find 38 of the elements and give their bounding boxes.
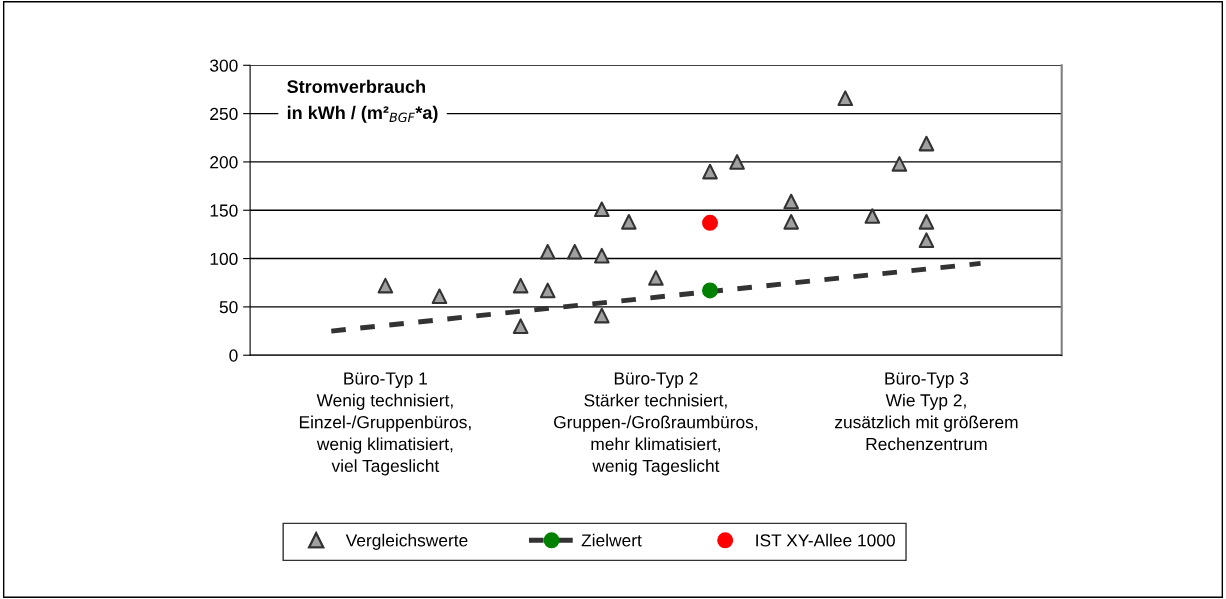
point — [918, 214, 935, 230]
point — [512, 318, 529, 335]
point — [377, 277, 394, 294]
legend-label: Vergleichswerte — [345, 533, 468, 550]
y-axis-title: Stromverbrauch in kWh / (m²$_{BGF}$*a) — [287, 79, 438, 123]
y-tick-label: 50 — [219, 301, 238, 314]
point — [783, 193, 799, 210]
point — [593, 201, 610, 218]
point — [702, 282, 718, 299]
point — [539, 244, 556, 260]
y-tick-label: 300 — [210, 59, 238, 72]
point — [566, 244, 583, 260]
point — [918, 135, 935, 152]
y-tick-label: 150 — [210, 204, 238, 217]
legend-label: Zielwert — [581, 533, 642, 547]
point — [864, 208, 881, 224]
point — [891, 156, 908, 172]
y-tick-label: 200 — [210, 156, 238, 169]
y-tick-label: 0 — [229, 349, 238, 362]
x-tick-label: Büro-Typ 1 Wenig technisiert, Einzel-/Gruppenbüros, wenig klimatisiert, viel Tageslicht — [299, 372, 471, 476]
point — [837, 90, 854, 106]
point — [783, 214, 799, 230]
point — [729, 154, 745, 170]
x-tick-label: Büro-Typ 2 Stärker technisiert, Gruppen-/Großraumbüros, mehr klimatisiert, wenig Tageslicht — [554, 372, 758, 476]
point — [702, 163, 718, 180]
x-tick-label: Büro-Typ 3 Wie Typ 2, zusätzlich mit größerem Rechenzentrum — [835, 372, 1018, 451]
point — [593, 307, 610, 324]
y-tick-label: 250 — [210, 107, 238, 121]
point — [621, 214, 637, 230]
point — [512, 277, 529, 294]
y-tick-label: 100 — [210, 252, 238, 266]
point — [702, 214, 718, 231]
point — [539, 282, 556, 299]
point — [648, 270, 664, 286]
point — [918, 232, 935, 249]
point — [593, 247, 610, 264]
legend-label: IST XY-Allee 1000 — [756, 533, 895, 547]
point — [431, 288, 448, 305]
